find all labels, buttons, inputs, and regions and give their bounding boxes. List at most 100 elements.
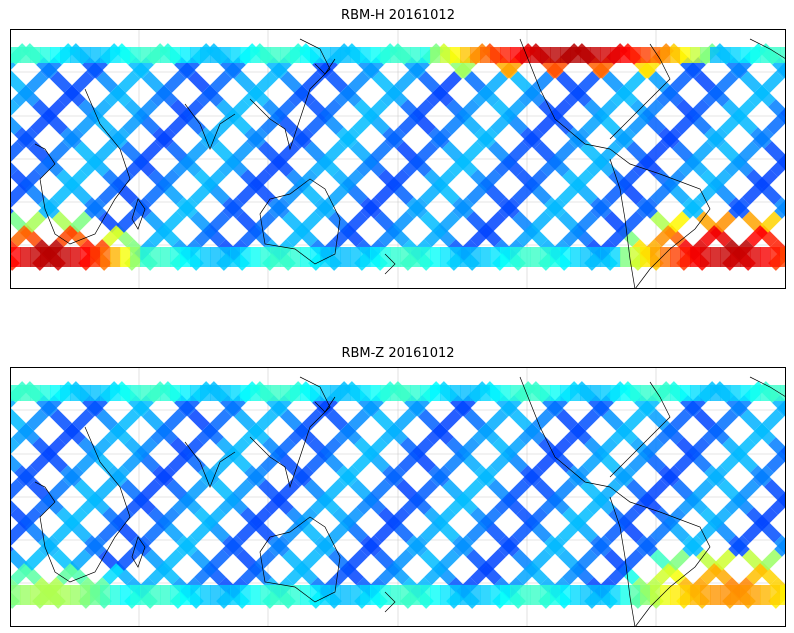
swath-band [680, 247, 691, 267]
track-segment [512, 521, 534, 543]
track-segment [264, 155, 286, 177]
track-segment [710, 169, 732, 191]
track-segment [656, 85, 678, 107]
swath-band [40, 585, 51, 605]
track-segment [770, 155, 786, 177]
track-segment [10, 161, 18, 177]
track-segment [260, 451, 282, 473]
swath-band [280, 585, 291, 605]
track-segment [70, 549, 92, 571]
track-segment [668, 549, 690, 571]
track-segment [232, 479, 254, 501]
track-segment [350, 141, 372, 163]
track-segment [374, 549, 396, 571]
track-segment [326, 71, 348, 93]
track-segment [24, 521, 46, 543]
track-segment [302, 409, 324, 431]
track-segment [720, 113, 742, 135]
swath-band [550, 47, 561, 63]
swath-band [340, 47, 351, 63]
swath-band [430, 47, 441, 63]
track-segment [590, 197, 612, 219]
track-segment [142, 409, 164, 431]
swath-band [470, 585, 481, 605]
track-segment [518, 85, 540, 107]
track-segment [288, 85, 310, 107]
track-segment [300, 521, 322, 543]
track-segment [150, 423, 172, 445]
track-segment [406, 535, 428, 557]
track-segment [76, 113, 98, 135]
swath-band [240, 247, 251, 267]
track-layer [10, 367, 786, 627]
track-segment [604, 183, 626, 205]
track-segment [740, 71, 762, 93]
track-segment [166, 479, 188, 501]
swath-band [200, 385, 211, 401]
coastline [249, 38, 331, 151]
track-segment [572, 507, 594, 529]
track-segment [742, 549, 764, 571]
track-segment [316, 57, 338, 79]
swath-band [120, 247, 131, 267]
track-segment [770, 493, 786, 515]
swath-band [110, 585, 121, 605]
track-segment [426, 423, 448, 445]
swath-band [40, 385, 51, 401]
track-segment [178, 395, 200, 417]
track-segment [274, 99, 296, 121]
swath-band [370, 247, 381, 267]
track-segment [438, 211, 460, 233]
track-segment [454, 57, 476, 79]
track-segment [38, 535, 60, 557]
track-segment [112, 507, 134, 529]
coastline [314, 58, 336, 75]
swath-band [740, 585, 751, 605]
track-segment [484, 183, 506, 205]
swath-band [230, 47, 241, 63]
swath-band [80, 247, 91, 267]
track-segment [714, 211, 736, 233]
swath-band [590, 385, 601, 401]
track-segment [622, 521, 644, 543]
swath-band [300, 47, 311, 63]
swath-band [750, 247, 761, 267]
track-segment [740, 409, 762, 431]
track-segment [580, 141, 602, 163]
track-segment [420, 211, 442, 233]
track-segment [596, 99, 618, 121]
swath-band [50, 385, 61, 401]
track-segment [236, 549, 258, 571]
track-segment [556, 71, 578, 93]
track-segment [20, 507, 42, 529]
swath-band [740, 247, 751, 267]
track-segment [10, 225, 32, 247]
track-segment [438, 549, 460, 571]
track-segment [442, 479, 464, 501]
track-segment [742, 521, 764, 543]
track-segment [200, 127, 222, 149]
swath-band [210, 47, 221, 63]
swath-band [110, 247, 121, 267]
swath-band [50, 47, 61, 63]
track-segment [176, 197, 198, 219]
swath-band [740, 47, 751, 63]
track-segment [706, 465, 728, 487]
coastline [609, 158, 636, 289]
track-segment [122, 451, 144, 473]
swath-band [340, 585, 351, 605]
track-segment [196, 423, 218, 445]
swath-band [760, 585, 771, 605]
track-segment [470, 225, 492, 247]
swath-band [410, 247, 421, 267]
swath-band [180, 585, 191, 605]
swath-band [350, 247, 361, 267]
swath-band [310, 385, 321, 401]
track-segment [500, 395, 522, 417]
track-segment [562, 563, 584, 585]
swath-band [330, 47, 341, 63]
swath-band [660, 385, 671, 401]
track-segment [398, 113, 420, 135]
swath-band [360, 585, 371, 605]
swath-band [280, 47, 291, 63]
